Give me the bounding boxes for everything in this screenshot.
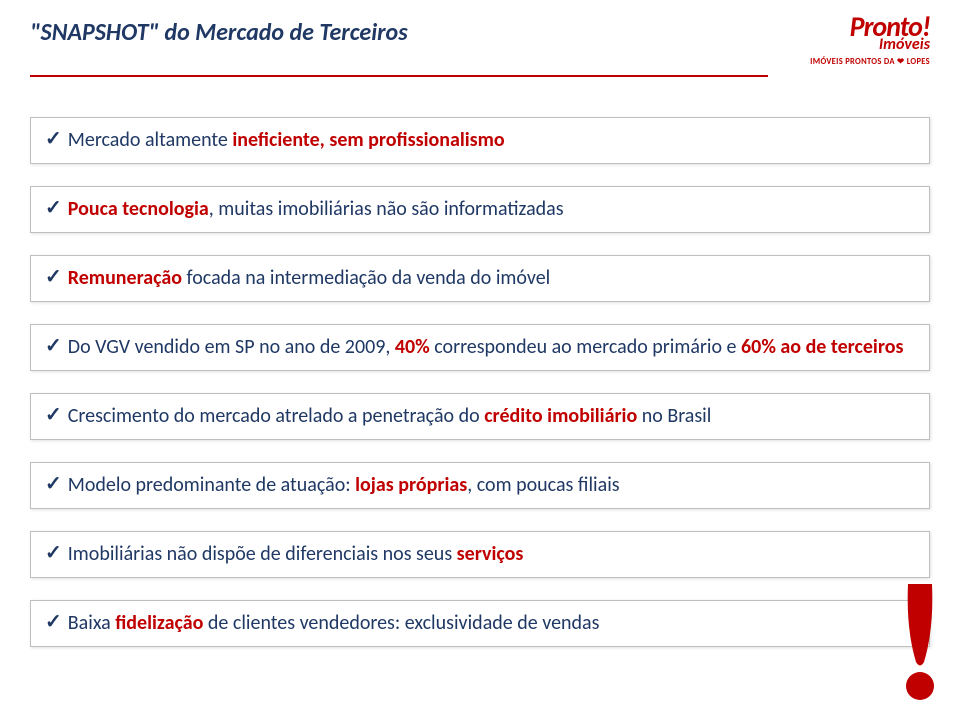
bullet-item: ✓ Modelo predominante de atuação: lojas … [30,462,930,509]
logo-tagline: IMÓVEIS PRONTOS DA ❤ LOPES [810,57,930,67]
bullet-item: ✓ Crescimento do mercado atrelado a pene… [30,393,930,440]
bullet-text: Pouca tecnologia, muitas imobiliárias nã… [68,197,564,222]
bullet-item: ✓ Pouca tecnologia, muitas imobiliárias … [30,186,930,233]
page-title: "SNAPSHOT" do Mercado de Terceiros [30,18,408,47]
bullet-text: Remuneração focada na intermediação da v… [68,266,550,291]
check-icon: ✓ [45,542,62,564]
check-icon: ✓ [45,266,62,288]
check-icon: ✓ [45,128,62,150]
bullet-item: ✓ Imobiliárias não dispõe de diferenciai… [30,531,930,578]
bullet-text: Do VGV vendido em SP no ano de 2009, 40%… [68,335,904,360]
bullet-item: ✓ Mercado altamente ineficiente, sem pro… [30,117,930,164]
check-icon: ✓ [45,197,62,219]
check-icon: ✓ [45,473,62,495]
bullet-text: Modelo predominante de atuação: lojas pr… [68,473,620,498]
logo: Pronto! Imóveis IMÓVEIS PRONTOS DA ❤ LOP… [810,14,930,67]
bullet-item: ✓ Do VGV vendido em SP no ano de 2009, 4… [30,324,930,371]
check-icon: ✓ [45,404,62,426]
bullet-text: Imobiliárias não dispõe de diferenciais … [68,542,524,567]
check-icon: ✓ [45,335,62,357]
exclamation-icon [896,584,946,704]
check-icon: ✓ [45,611,62,633]
bullet-item: ✓ Baixa fidelização de clientes vendedor… [30,600,930,647]
bullet-text: Baixa fidelização de clientes vendedores… [68,611,600,636]
bullet-item: ✓ Remuneração focada na intermediação da… [30,255,930,302]
content: ✓ Mercado altamente ineficiente, sem pro… [0,77,960,647]
bullet-text: Mercado altamente ineficiente, sem profi… [68,128,505,153]
bullet-text: Crescimento do mercado atrelado a penetr… [68,404,712,429]
